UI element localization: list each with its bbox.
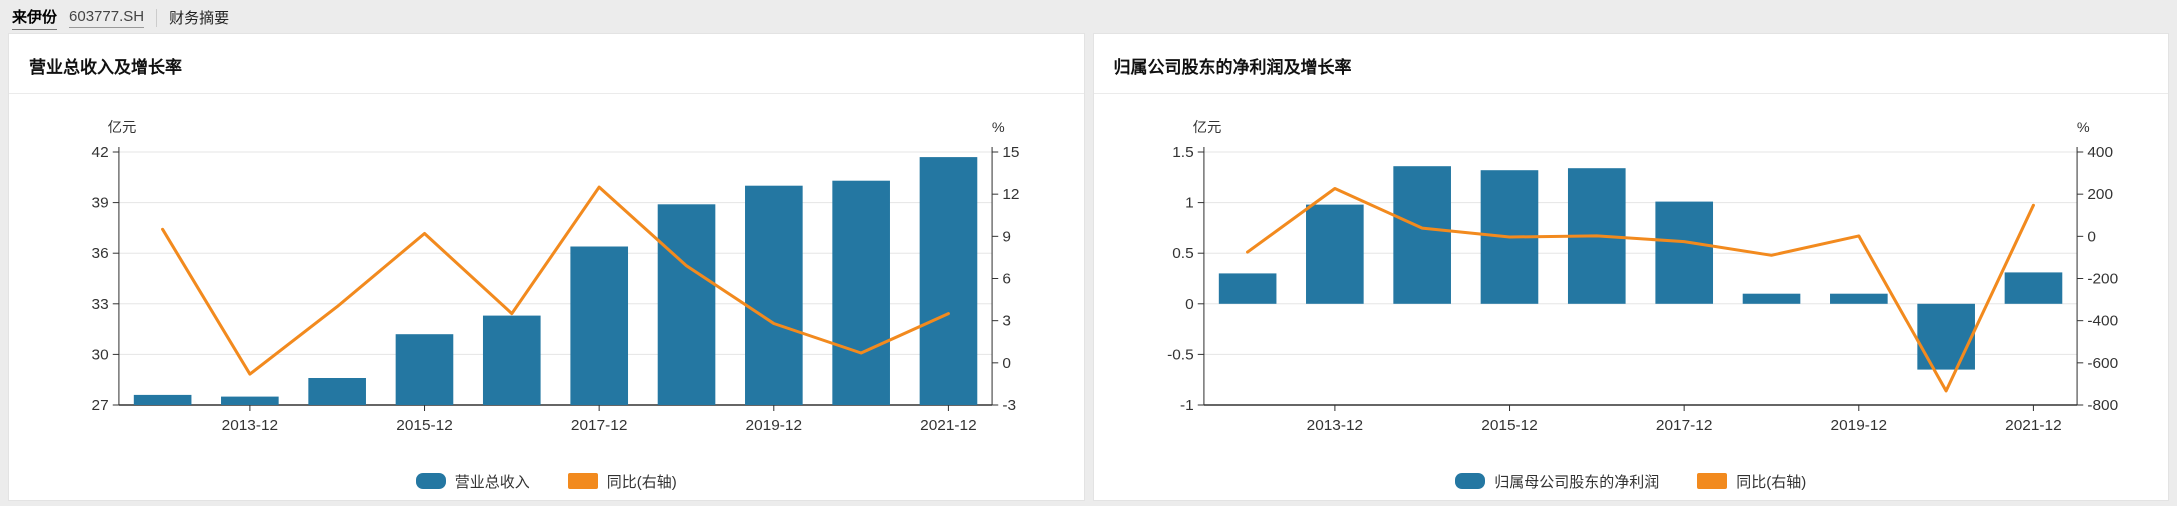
bar-2020-12 bbox=[1916, 303, 1975, 370]
bar-series-swatch-icon bbox=[415, 473, 446, 489]
left-axis-name: 亿元 bbox=[108, 120, 137, 136]
left-axis-tick-label: 33 bbox=[92, 296, 109, 313]
x-axis-tick-label: 2017-12 bbox=[1655, 417, 1711, 434]
bar-2021-12 bbox=[919, 157, 978, 405]
bar-2017-12 bbox=[570, 246, 629, 405]
left-axis-tick-label: 36 bbox=[92, 245, 109, 262]
revenue-chart-title: 营业总收入及增长率 bbox=[9, 34, 1084, 94]
legend-item-bar-series[interactable]: 归属母公司股东的净利润 bbox=[1455, 471, 1659, 492]
bar-series-swatch-icon bbox=[1455, 473, 1486, 489]
yoy-line bbox=[161, 185, 950, 376]
legend-item-bar-series[interactable]: 营业总收入 bbox=[415, 471, 530, 492]
yoy-line bbox=[1245, 187, 2035, 393]
profit-chart-canvas: 1.5 1 0.5 0 -0.5 -1 400 200 0 -200 -400 -600 -800 亿元%… bbox=[1167, 120, 2118, 434]
left-axis-tick-label: 1.5 bbox=[1172, 144, 1193, 161]
right-axis-tick-label: -3 bbox=[1002, 397, 1016, 414]
right-axis-tick-label: 400 bbox=[2087, 144, 2113, 161]
left-axis-tick-label: 27 bbox=[92, 397, 109, 414]
header-bar: 来伊份 603777.SH 财务摘要 bbox=[0, 0, 2177, 33]
revenue-chart: 42 39 36 33 30 27 15 12 9 6 3 0 -3 亿元% 2013-12 2015-12 2… bbox=[9, 94, 1084, 459]
profit-chart-title: 归属公司股东的净利润及增长率 bbox=[1093, 34, 2168, 94]
bar-2019-12 bbox=[1829, 293, 1888, 304]
legend-label: 同比(右轴) bbox=[1736, 473, 1807, 491]
profit-chart: 1.5 1 0.5 0 -0.5 -1 400 200 0 -200 -400 -600 -800 亿元%… bbox=[1094, 94, 2169, 459]
right-axis-name: % bbox=[992, 120, 1005, 136]
legend-label: 同比(右轴) bbox=[606, 473, 677, 491]
bar-2016-12 bbox=[482, 315, 541, 405]
left-axis-tick-label: 0 bbox=[1185, 296, 1194, 313]
profit-chart-legend: 归属母公司股东的净利润 同比(右轴) bbox=[1094, 459, 2169, 503]
left-axis-tick-label: -1 bbox=[1179, 397, 1193, 414]
left-axis-tick-label: 0.5 bbox=[1172, 245, 1193, 262]
charts-container: 营业总收入及增长率 42 39 36 33 30 27 15 12 9 6 3 0 -3 亿元% 2013-… bbox=[0, 33, 2177, 501]
bar-2018-12 bbox=[1742, 293, 1800, 304]
right-axis-tick-label: 0 bbox=[2087, 229, 2096, 246]
revenue-chart-legend: 营业总收入 同比(右轴) bbox=[9, 459, 1084, 503]
profit-panel: 归属公司股东的净利润及增长率 1.5 1 0.5 0 -0.5 -1 400 200 0 -200… bbox=[1092, 33, 2169, 503]
bar-2013-12 bbox=[221, 396, 279, 405]
right-axis-tick-label: -200 bbox=[2087, 271, 2118, 288]
bar-2021-12 bbox=[2004, 272, 2062, 304]
bar-2013-12 bbox=[1305, 204, 1364, 304]
stock-name-link[interactable]: 来伊份 bbox=[12, 6, 58, 30]
bar-2018-12 bbox=[657, 204, 716, 405]
bar-2020-12 bbox=[832, 180, 890, 405]
legend-label: 归属母公司股东的净利润 bbox=[1494, 473, 1660, 491]
legend-item-line-series[interactable]: 同比(右轴) bbox=[1697, 471, 1806, 492]
bar-2014-12 bbox=[1392, 166, 1451, 304]
left-axis-tick-label: 30 bbox=[92, 347, 109, 364]
right-axis-tick-label: -800 bbox=[2087, 397, 2118, 414]
legend-item-line-series[interactable]: 同比(右轴) bbox=[567, 471, 677, 492]
stock-code-link[interactable]: 603777.SH bbox=[69, 8, 145, 28]
x-axis-tick-label: 2019-12 bbox=[1830, 417, 1886, 434]
bar-2015-12 bbox=[395, 334, 454, 405]
right-axis-tick-label: 0 bbox=[1002, 355, 1011, 372]
right-axis-tick-label: 12 bbox=[1002, 186, 1019, 203]
left-axis-tick-label: 39 bbox=[92, 195, 109, 212]
right-axis-tick-label: -400 bbox=[2087, 313, 2118, 330]
x-axis-tick-label: 2021-12 bbox=[920, 417, 976, 434]
x-axis-tick-label: 2013-12 bbox=[222, 417, 278, 434]
right-axis-tick-label: 3 bbox=[1002, 313, 1011, 330]
bar-2017-12 bbox=[1654, 201, 1713, 304]
x-axis-tick-label: 2015-12 bbox=[396, 417, 452, 434]
right-axis-tick-label: -600 bbox=[2087, 355, 2118, 372]
bar-2012-12 bbox=[133, 394, 192, 405]
x-axis-tick-label: 2019-12 bbox=[746, 417, 802, 434]
x-axis-tick-label: 2015-12 bbox=[1481, 417, 1537, 434]
legend-label: 营业总收入 bbox=[454, 473, 530, 491]
line-series-swatch-icon bbox=[1697, 473, 1728, 489]
left-axis-tick-label: 42 bbox=[92, 144, 109, 161]
left-axis-name: 亿元 bbox=[1192, 120, 1221, 136]
right-axis-name: % bbox=[2076, 120, 2089, 136]
right-axis-tick-label: 15 bbox=[1002, 144, 1019, 161]
right-axis-tick-label: 6 bbox=[1002, 271, 1011, 288]
bar-2012-12 bbox=[1218, 273, 1276, 304]
bar-2019-12 bbox=[745, 185, 803, 405]
line-series-swatch-icon bbox=[567, 473, 598, 489]
right-axis-tick-label: 200 bbox=[2087, 186, 2113, 203]
bar-2014-12 bbox=[308, 378, 366, 405]
right-axis-tick-label: 9 bbox=[1002, 229, 1011, 246]
x-axis-tick-label: 2021-12 bbox=[2005, 417, 2061, 434]
header-divider bbox=[156, 8, 158, 27]
left-axis-tick-label: 1 bbox=[1185, 195, 1194, 212]
x-axis-tick-label: 2017-12 bbox=[571, 417, 627, 434]
left-axis-tick-label: -0.5 bbox=[1167, 347, 1194, 364]
x-axis-tick-label: 2013-12 bbox=[1306, 417, 1362, 434]
page-section-label: 财务摘要 bbox=[169, 10, 230, 27]
revenue-panel: 营业总收入及增长率 42 39 36 33 30 27 15 12 9 6 3 0 -3 亿元% 2013-… bbox=[8, 33, 1085, 501]
